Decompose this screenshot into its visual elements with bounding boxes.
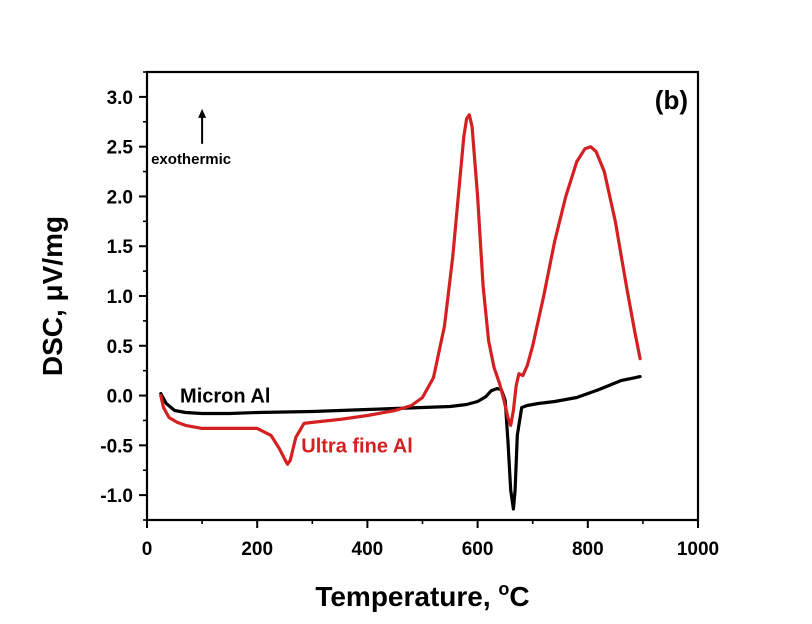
series-line-micron-al [159, 375, 642, 511]
series-label-micron-al: Micron Al [180, 386, 270, 408]
exothermic-arrow-head [198, 108, 207, 118]
y-tick-label: -0.5 [100, 436, 133, 457]
x-tick-label: 800 [572, 539, 604, 560]
x-axis-title-sup: o [498, 579, 509, 599]
series-line-ultra-fine-al [159, 113, 642, 466]
series-layer: Micron Al Ultra fine Al [159, 113, 642, 511]
y-tick-label: 1.5 [107, 237, 134, 258]
y-axis-title: DSC, μV/mg [37, 216, 68, 376]
y-tick-label: 2.0 [107, 187, 133, 208]
x-tick-label: 400 [352, 539, 384, 560]
x-axis-title: Temperature, oC [315, 579, 529, 612]
x-axis-title-unit: C [509, 581, 529, 612]
x-tick-label: 1000 [677, 539, 719, 560]
x-tick-label: 0 [142, 539, 153, 560]
y-tick-label: 0.5 [107, 337, 134, 358]
y-tick-label: 0.0 [107, 387, 133, 408]
tick-layer: 0 200 400 600 800 1000 -1.0 -0.5 0.0 0.5 1.0 1.5 2.0… [100, 71, 719, 560]
series-label-ultra-fine-al: Ultra fine Al [301, 435, 413, 457]
y-tick-label: 3.0 [107, 88, 133, 109]
x-tick-label: 200 [241, 539, 273, 560]
exothermic-annotation: exothermic [151, 151, 231, 168]
y-tick-label: 2.5 [107, 138, 134, 159]
x-axis-title-main: Temperature, [315, 581, 498, 612]
label-layer: (b) exothermic Temperature, oC DSC, μV/m… [37, 85, 688, 612]
y-tick-label: -1.0 [100, 486, 133, 507]
y-tick-label: 1.0 [107, 287, 133, 308]
panel-label: (b) [655, 85, 688, 115]
x-tick-label: 600 [462, 539, 494, 560]
